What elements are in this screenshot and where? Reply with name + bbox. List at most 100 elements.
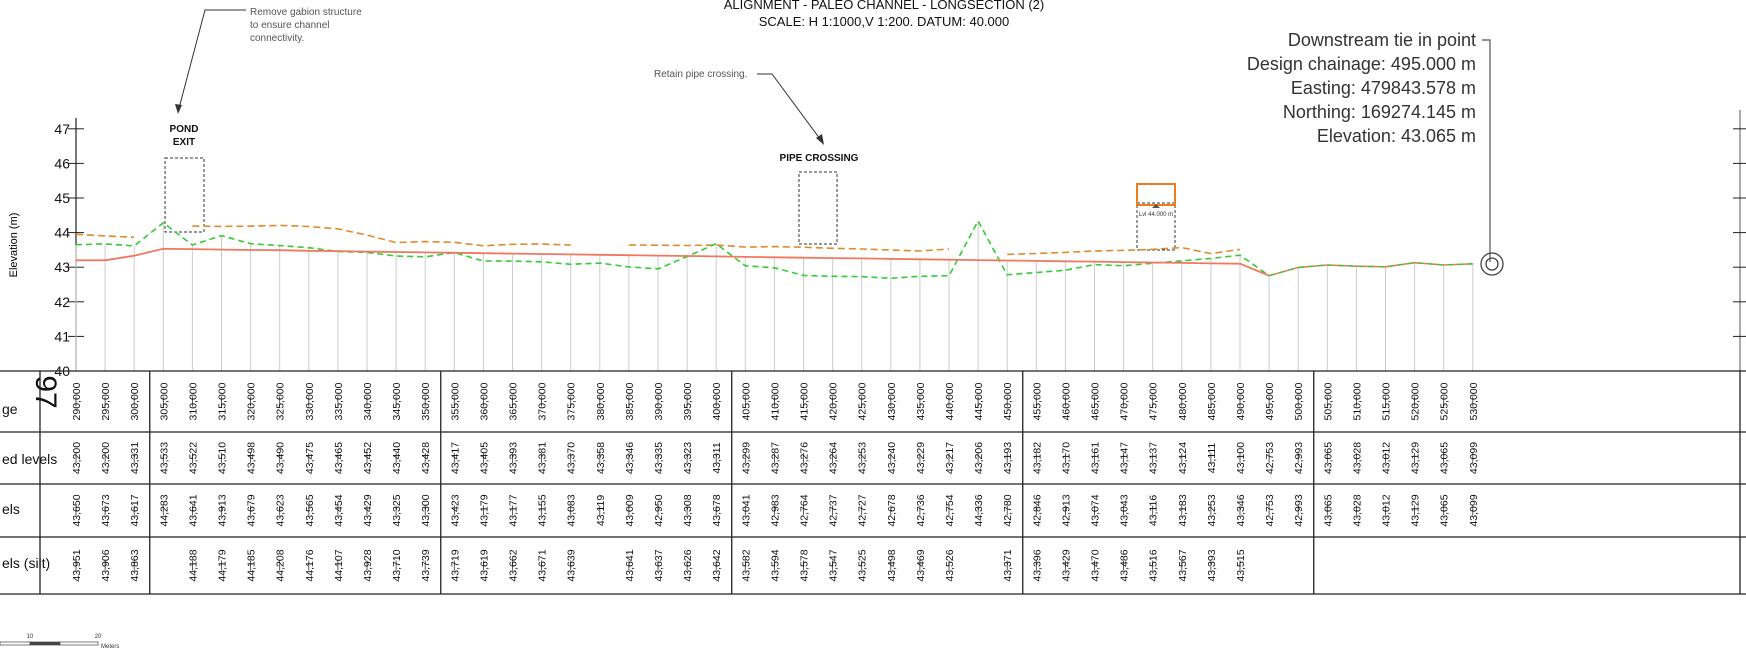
table-cell-silt-levels: 43,470 xyxy=(1090,549,1102,581)
table-cell-existing-levels: 42,764 xyxy=(799,494,811,526)
table-cell-existing-levels: 44,283 xyxy=(158,494,170,526)
gabion-note-line-2: to ensure channel xyxy=(250,20,330,31)
table-cell-silt-levels: 43,662 xyxy=(508,549,520,581)
table-cell-existing-levels: 42,736 xyxy=(915,494,927,526)
table-cell-chainage: 380,000 xyxy=(595,382,607,420)
table-cell-silt-levels: 43,578 xyxy=(799,549,811,581)
table-cell-existing-levels: 43,074 xyxy=(1090,494,1102,526)
table-cell-chainage: 505,000 xyxy=(1322,382,1334,420)
table-cell-existing-levels: 43,183 xyxy=(1177,494,1189,526)
table-cell-chainage: 485,000 xyxy=(1206,382,1218,420)
table-cell-chainage: 490,000 xyxy=(1235,382,1247,420)
table-cell-proposed-levels: 43,124 xyxy=(1177,442,1189,474)
table-cell-existing-levels: 43,043 xyxy=(1119,494,1131,526)
drawing-title: ALIGNMENT - PALEO CHANNEL - LONGSECTION … xyxy=(724,0,1044,12)
table-cell-proposed-levels: 43,161 xyxy=(1090,442,1102,474)
existing-level-line xyxy=(75,219,1270,280)
table-cell-chainage: 295,000 xyxy=(100,382,112,420)
table-cell-chainage: 325,000 xyxy=(275,382,287,420)
table-cell-proposed-levels: 43,129 xyxy=(1410,442,1422,474)
scale-bar-tick-10: 10 xyxy=(27,634,34,640)
pipe-leader-arrowhead xyxy=(816,134,824,145)
table-cell-proposed-levels: 43,206 xyxy=(973,442,985,474)
tie-in-elevation: Elevation: 43.065 m xyxy=(1317,126,1476,146)
table-cell-chainage: 460,000 xyxy=(1060,382,1072,420)
table-cell-proposed-levels: 43,331 xyxy=(129,442,141,474)
tie-in-marker-inner xyxy=(1485,257,1499,271)
table-cell-proposed-levels: 43,111 xyxy=(1206,443,1218,474)
table-cell-silt-levels: 43,641 xyxy=(624,549,636,581)
table-cell-proposed-levels: 43,490 xyxy=(275,442,287,474)
table-cell-existing-levels: 43,423 xyxy=(449,494,461,526)
table-cell-chainage: 320,000 xyxy=(246,382,258,420)
table-cell-proposed-levels: 43,065 xyxy=(1322,442,1334,474)
silt-level-line xyxy=(628,244,950,252)
table-cell-proposed-levels: 43,170 xyxy=(1060,442,1072,474)
pipe-crossing-label: PIPE CROSSING xyxy=(780,153,859,164)
scale-bar-unit: Meters xyxy=(101,644,119,650)
profile-series xyxy=(75,219,1473,280)
table-cell-proposed-levels: 43,465 xyxy=(333,442,345,474)
table-cell-silt-levels: 43,719 xyxy=(449,549,461,581)
table-cell-existing-levels: 42,727 xyxy=(857,494,869,526)
table-cell-chainage: 455,000 xyxy=(1031,382,1043,420)
table-cell-existing-levels: 42,678 xyxy=(886,494,898,526)
table-cell-chainage: 315,000 xyxy=(217,382,229,420)
table-cell-chainage: 530,000 xyxy=(1468,382,1480,420)
table-cell-chainage: 300,000 xyxy=(129,382,141,420)
gabion-leader-arrowhead xyxy=(175,104,182,114)
y-axis-label: Elevation (m) xyxy=(8,213,20,278)
table-cell-silt-levels: 43,863 xyxy=(129,549,141,581)
table-cell-silt-levels: 43,525 xyxy=(857,549,869,581)
table-cell-chainage: 335,000 xyxy=(333,382,345,420)
table-cell-chainage: 495,000 xyxy=(1264,382,1276,420)
gabion-leader-line xyxy=(177,9,246,113)
table-cell-proposed-levels: 43,346 xyxy=(624,442,636,474)
table-cell-existing-levels: 43,623 xyxy=(275,494,287,526)
table-cell-proposed-levels: 42,993 xyxy=(1293,442,1305,474)
table-cell-proposed-levels: 43,311 xyxy=(711,442,723,473)
table-cell-silt-levels: 43,498 xyxy=(886,549,898,581)
table-cell-chainage: 405,000 xyxy=(740,382,752,420)
table-cell-chainage: 330,000 xyxy=(304,382,316,420)
table-cell-chainage: 310,000 xyxy=(187,382,199,420)
y-tick-label: 43 xyxy=(54,259,70,275)
table-cell-proposed-levels: 43,440 xyxy=(391,442,403,474)
table-cell-proposed-levels: 43,405 xyxy=(478,442,490,474)
silt-level-line xyxy=(192,224,571,247)
table-cell-existing-levels: 43,083 xyxy=(566,494,578,526)
y-tick-label: 44 xyxy=(54,225,70,241)
table-cell-silt-levels: 43,639 xyxy=(566,549,578,581)
table-cell-silt-levels: 44,185 xyxy=(246,549,258,581)
table-cell-silt-levels: 43,547 xyxy=(828,549,840,581)
table-cell-proposed-levels: 43,299 xyxy=(740,442,752,474)
table-cell-chainage: 525,000 xyxy=(1439,382,1451,420)
table-cell-proposed-levels: 43,428 xyxy=(420,442,432,474)
table-cell-existing-levels: 42,993 xyxy=(1293,494,1305,526)
levels-table: ge ed levels els els (silt) 290,000 295,000 30… xyxy=(0,370,1746,595)
table-cell-chainage: 445,000 xyxy=(973,382,985,420)
table-cell-chainage: 385,000 xyxy=(624,382,636,420)
table-cell-existing-levels: 43,253 xyxy=(1206,494,1218,526)
table-row-label: els xyxy=(2,501,20,517)
table-cell-existing-levels: 42,780 xyxy=(1002,494,1014,526)
table-cell-existing-levels: 43,041 xyxy=(740,494,752,526)
table-cell-silt-levels: 43,710 xyxy=(391,549,403,581)
table-cell-silt-levels: 43,393 xyxy=(1206,549,1218,581)
table-cell-chainage: 390,000 xyxy=(653,382,665,420)
table-cell-chainage: 360,000 xyxy=(478,382,490,420)
table-cell-existing-levels: 44,336 xyxy=(973,494,985,526)
table-cell-chainage: 480,000 xyxy=(1177,382,1189,420)
table-cell-chainage: 450,000 xyxy=(1002,382,1014,420)
table-cell-proposed-levels: 43,253 xyxy=(857,442,869,474)
table-cell-chainage: 410,000 xyxy=(769,382,781,420)
table-cell-existing-levels: 42,983 xyxy=(769,494,781,526)
table-cell-chainage: 370,000 xyxy=(537,382,549,420)
table-cell-proposed-levels: 43,217 xyxy=(944,442,956,474)
table-cell-chainage: 305,000 xyxy=(158,382,170,420)
table-cell-proposed-levels: 43,510 xyxy=(217,442,229,474)
table-cell-existing-levels: 43,679 xyxy=(246,494,258,526)
table-cell-proposed-levels: 43,099 xyxy=(1468,442,1480,474)
table-cell-chainage: 515,000 xyxy=(1381,382,1393,420)
table-cell-chainage: 430,000 xyxy=(886,382,898,420)
